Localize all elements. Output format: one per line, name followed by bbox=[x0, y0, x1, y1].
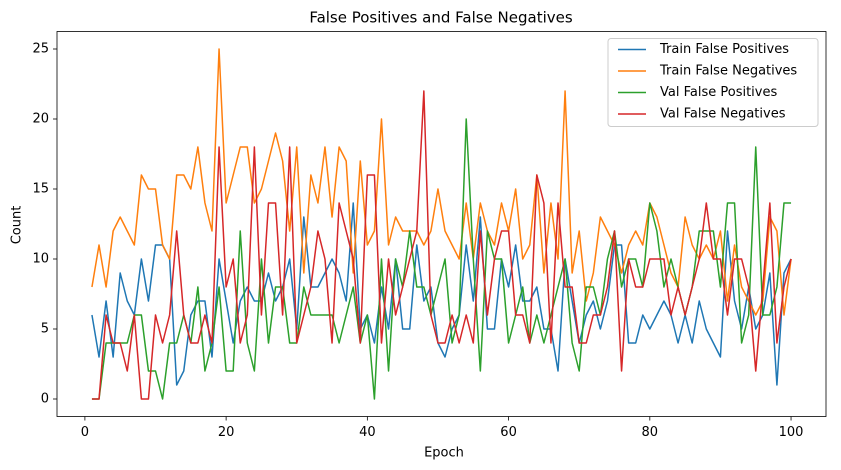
series-line bbox=[91, 118, 792, 400]
y-tick-label: 10 bbox=[32, 252, 49, 267]
legend-label: Train False Positives bbox=[659, 42, 789, 57]
series-line bbox=[91, 90, 792, 400]
series-line bbox=[91, 48, 792, 316]
legend-label: Val False Positives bbox=[660, 85, 777, 100]
x-axis-label: Epoch bbox=[424, 446, 464, 461]
plot-frame bbox=[56, 31, 827, 417]
x-tick-label: 40 bbox=[359, 425, 376, 440]
legend-box bbox=[607, 38, 819, 127]
y-tick-label: 20 bbox=[32, 112, 49, 127]
legend-label: Train False Negatives bbox=[659, 64, 797, 79]
x-tick-label: 0 bbox=[81, 425, 89, 440]
x-tick-label: 100 bbox=[779, 425, 804, 440]
chart-title: False Positives and False Negatives bbox=[309, 9, 573, 27]
y-axis-label: Count bbox=[10, 206, 25, 245]
y-tick-label: 5 bbox=[41, 322, 49, 337]
legend-label: Val False Negatives bbox=[660, 107, 786, 122]
x-tick-label: 20 bbox=[218, 425, 235, 440]
y-tick-label: 25 bbox=[32, 42, 49, 57]
x-tick-label: 80 bbox=[642, 425, 659, 440]
x-tick-label: 60 bbox=[500, 425, 517, 440]
y-tick-label: 0 bbox=[41, 392, 49, 407]
y-tick-label: 15 bbox=[32, 182, 49, 197]
